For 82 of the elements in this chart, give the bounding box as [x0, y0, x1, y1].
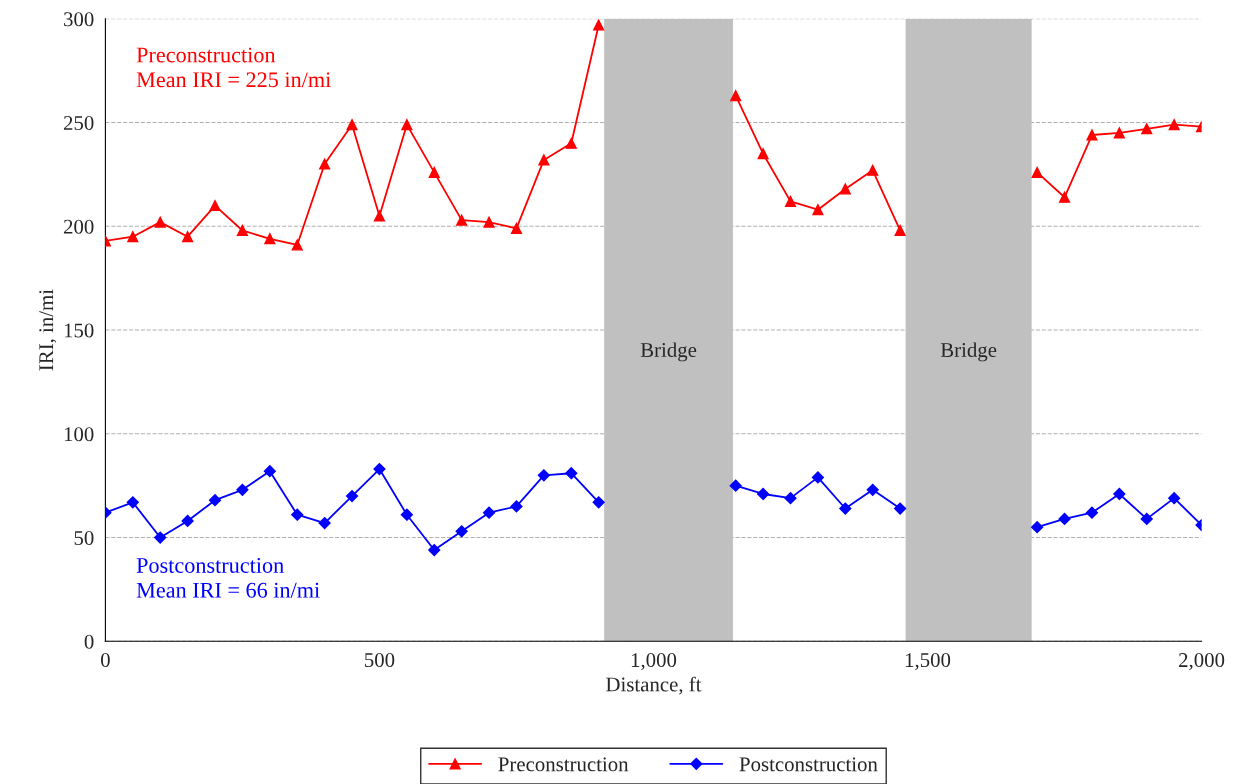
point — [127, 231, 139, 243]
point — [236, 224, 248, 237]
point — [839, 183, 851, 195]
point — [867, 164, 879, 176]
point — [483, 216, 495, 228]
band-label: Bridge — [940, 342, 997, 362]
point — [428, 543, 441, 557]
y-tick-label: 50 — [74, 530, 94, 545]
point — [236, 483, 249, 496]
point — [291, 239, 303, 251]
point — [455, 525, 468, 538]
point — [1086, 129, 1098, 141]
point — [812, 204, 824, 216]
point — [318, 516, 331, 530]
point — [456, 214, 468, 226]
point — [1058, 512, 1071, 525]
point — [154, 216, 166, 228]
point — [401, 119, 413, 131]
point — [1113, 127, 1125, 139]
point — [894, 502, 907, 515]
point — [1031, 166, 1043, 178]
point — [208, 494, 222, 507]
point — [729, 479, 742, 492]
point — [1141, 123, 1153, 135]
point — [1031, 521, 1044, 534]
y-tick-label: 200 — [63, 219, 94, 234]
point — [510, 222, 523, 234]
point — [1168, 119, 1180, 131]
point — [537, 469, 550, 482]
y-tick-label: 0 — [84, 634, 94, 649]
point — [319, 158, 331, 170]
point — [784, 195, 797, 207]
point — [784, 492, 797, 505]
point — [510, 500, 523, 513]
point — [373, 210, 385, 222]
point — [264, 233, 276, 245]
y-tick-label: 100 — [64, 427, 94, 442]
x-tick-label: 500 — [365, 653, 395, 668]
band-label: Bridge — [640, 342, 697, 362]
x-tick-label: 1,000 — [631, 653, 677, 671]
point — [894, 224, 906, 237]
annotation: Postconstruction Mean IRI = 66 in/mi — [136, 557, 320, 598]
point — [756, 487, 770, 501]
point — [757, 148, 769, 160]
y-axis-title: IRI, in/mi — [39, 289, 57, 371]
legend-label: Preconstruction — [498, 757, 629, 772]
point — [482, 506, 496, 519]
point — [592, 496, 605, 509]
point — [291, 508, 304, 521]
point — [182, 231, 194, 243]
point — [565, 467, 578, 480]
point — [263, 465, 276, 478]
point — [1058, 191, 1071, 203]
point — [1113, 487, 1126, 501]
point — [126, 496, 139, 509]
point — [345, 489, 359, 503]
point — [154, 531, 167, 544]
y-tick-label: 250 — [63, 115, 94, 130]
x-tick-label: 1,500 — [905, 653, 951, 671]
point — [1085, 506, 1099, 519]
point — [593, 19, 605, 31]
y-tick-label: 300 — [64, 12, 94, 27]
point — [373, 462, 386, 476]
annotation: Preconstruction Mean IRI = 225 in/mi — [136, 47, 331, 88]
x-tick-label: 0 — [100, 653, 110, 668]
point — [400, 508, 413, 521]
legend-label: Postconstruction — [739, 757, 878, 772]
point — [428, 166, 440, 178]
point — [811, 471, 825, 484]
point — [730, 90, 742, 102]
point — [866, 483, 879, 496]
point — [1168, 492, 1181, 505]
point — [1140, 512, 1153, 525]
point — [346, 119, 358, 131]
point — [538, 154, 550, 166]
y-tick-label: 150 — [64, 323, 94, 338]
point — [209, 200, 221, 212]
x-axis-title: Distance, ft — [606, 676, 702, 695]
point — [839, 502, 852, 515]
point — [181, 514, 194, 528]
point — [565, 137, 577, 149]
x-tick-label: 2,000 — [1179, 653, 1225, 671]
